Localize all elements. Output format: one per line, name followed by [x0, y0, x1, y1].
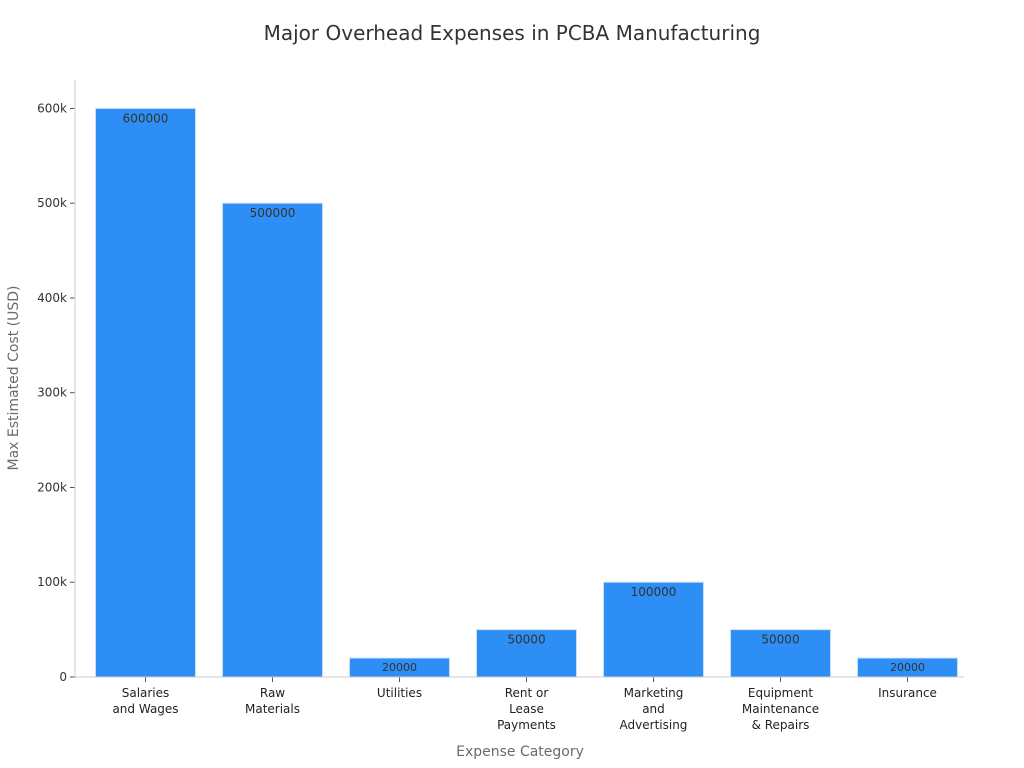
- data-label: 50000: [761, 633, 799, 647]
- x-tick-label-line: Insurance: [878, 686, 937, 700]
- bar: [222, 202, 323, 678]
- x-tick-label-line: Advertising: [620, 718, 688, 732]
- x-tick-label: Insurance: [878, 686, 937, 700]
- data-label: 20000: [890, 661, 925, 674]
- data-label: 50000: [507, 633, 545, 647]
- x-tick-label-line: Materials: [245, 702, 300, 716]
- y-tick-label: 600k: [37, 101, 67, 115]
- x-tick-label-line: Rent or: [505, 686, 549, 700]
- plot-area: 0 100k 200k 300k 400k 500k 600k 600000 Salaries a…: [37, 101, 958, 732]
- bar: [95, 107, 196, 678]
- x-tick-label: Rent or Lease Payments: [497, 686, 556, 732]
- x-axis-title: Expense Category: [456, 744, 584, 760]
- y-tick-label: 100k: [37, 575, 67, 589]
- x-tick-label-line: and Wages: [112, 702, 178, 716]
- x-tick-label-line: Maintenance: [742, 702, 819, 716]
- x-tick-label-line: Salaries: [122, 686, 170, 700]
- x-tick-label: Marketing and Advertising: [620, 686, 688, 732]
- x-tick-label-line: Lease: [509, 702, 544, 716]
- x-tick-label-line: Utilities: [377, 686, 422, 700]
- x-tick-label-line: and: [642, 702, 665, 716]
- bar: [730, 629, 831, 678]
- y-tick-label: 300k: [37, 386, 67, 400]
- x-tick-label: Raw Materials: [245, 686, 300, 716]
- x-tick-label-line: & Repairs: [752, 718, 810, 732]
- x-tick-label: Utilities: [377, 686, 422, 700]
- data-label: 500000: [250, 206, 296, 220]
- x-tick-label-line: Marketing: [624, 686, 684, 700]
- x-tick-label: Equipment Maintenance & Repairs: [742, 686, 819, 732]
- data-label: 600000: [123, 111, 169, 125]
- y-axis-title: Max Estimated Cost (USD): [6, 286, 22, 471]
- y-tick-label: 0: [59, 670, 67, 684]
- bar: [603, 581, 704, 678]
- chart-title: Major Overhead Expenses in PCBA Manufact…: [264, 21, 761, 45]
- data-label: 100000: [631, 585, 677, 599]
- x-tick-label-line: Payments: [497, 718, 556, 732]
- bar: [476, 629, 577, 678]
- x-tick-label-line: Equipment: [748, 686, 813, 700]
- y-tick-label: 500k: [37, 196, 67, 210]
- x-tick-label-line: Raw: [260, 686, 285, 700]
- data-label: 20000: [382, 661, 417, 674]
- y-tick-label: 400k: [37, 291, 67, 305]
- x-tick-label: Salaries and Wages: [112, 686, 178, 716]
- y-tick-label: 200k: [37, 480, 67, 494]
